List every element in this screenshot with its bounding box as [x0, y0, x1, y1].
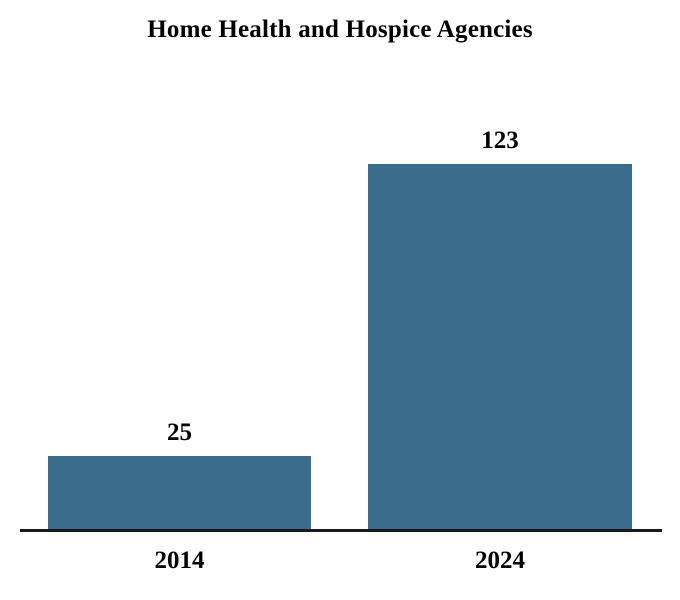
x-tick-label-2024: 2024 — [475, 547, 525, 574]
chart-title: Home Health and Hospice Agencies — [147, 16, 533, 43]
bar-2014 — [48, 456, 311, 531]
bar-value-label-2014: 25 — [167, 419, 192, 446]
plot-area: 25 123 — [48, 0, 632, 531]
bar-2024 — [368, 164, 632, 531]
bar-group-2024: 123 — [368, 0, 632, 531]
x-axis-line — [20, 529, 662, 532]
bar-group-2014: 25 — [48, 0, 311, 531]
x-tick-label-2014: 2014 — [154, 547, 205, 574]
bar-value-label-2024: 123 — [481, 127, 519, 154]
